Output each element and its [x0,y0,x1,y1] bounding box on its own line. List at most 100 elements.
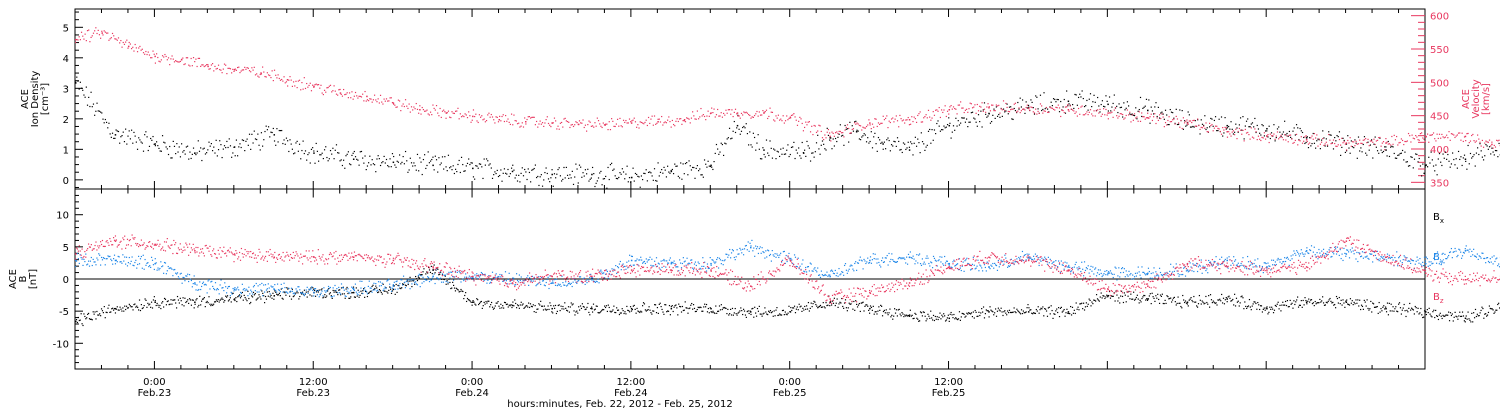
density-point [207,149,209,151]
density-point [107,127,109,129]
density-point [923,143,925,145]
Bx-point [488,300,490,302]
Bx-point [1464,321,1466,323]
By-point [125,256,128,258]
velocity-point [102,34,104,36]
velocity-point [977,110,980,112]
velocity-point [788,117,790,120]
velocity-point [971,107,974,109]
velocity-point [219,68,221,71]
velocity-point [1080,106,1082,108]
density-point [811,152,813,154]
velocity-point [432,104,434,106]
velocity-point [1021,108,1024,110]
velocity-point [1450,133,1453,135]
Bx-point [1149,293,1151,295]
Bx-point [716,312,718,314]
Bx-point [864,305,866,307]
Bx-point [472,299,474,302]
Bx-point [858,302,860,305]
density-point [271,131,273,134]
Bx-point [994,312,996,314]
Bx-point [671,305,673,307]
density-point [740,130,743,132]
density-point [223,145,226,147]
Bx-point [1269,306,1271,308]
Bx-point [1415,307,1417,309]
velocity-point [836,131,838,133]
density-point [233,146,235,148]
velocity-point [160,59,162,61]
Bx-point [364,296,366,298]
velocity-point [886,115,888,117]
density-point [427,151,429,153]
velocity-point [271,70,273,72]
density-point [1262,125,1264,127]
Bx-point [752,307,754,310]
Bx-point [617,309,620,311]
density-point [176,143,178,145]
Bx-point [1432,311,1434,313]
velocity-point [1186,119,1188,121]
Bx-point [540,300,542,302]
density-point [756,142,758,144]
Bx-point [197,306,199,308]
density-point [867,137,869,139]
velocity-point [683,119,686,121]
velocity-point [976,103,978,106]
Bx-point [341,293,344,295]
Bx-point [183,305,185,307]
velocity-point [811,125,813,127]
Bx-point [869,305,872,307]
Bx-point [581,303,583,305]
density-point [1324,145,1326,147]
density-point [778,155,781,158]
density-point [83,94,85,96]
density-point [1360,147,1362,149]
velocity-point [696,110,698,112]
velocity-point [1350,145,1352,147]
Bx-point [654,304,656,306]
velocity-point [1186,122,1189,124]
density-point [200,147,202,149]
Bx-point [1088,298,1090,300]
Bx-point [1089,299,1091,302]
velocity-point [263,71,265,73]
Bx-point [1000,307,1002,309]
velocity-point [1000,108,1002,110]
velocity-point [1278,138,1280,140]
Bx-point [1443,315,1445,318]
Bx-point [1124,294,1126,296]
Bx-point [1256,308,1258,310]
Bx-point [1426,309,1428,311]
density-point [647,171,650,174]
density-point [1375,146,1377,148]
velocity-point [677,120,679,123]
velocity-point [1094,115,1096,117]
velocity-point [784,120,787,122]
Bx-point [964,316,966,318]
density-point [462,163,464,166]
Bx-point [914,312,916,314]
velocity-point [326,87,328,89]
Bx-point [1486,314,1489,316]
density-point [332,147,334,149]
velocity-point [265,76,267,78]
velocity-point [1110,112,1112,114]
density-point [1437,158,1439,160]
velocity-point [441,110,444,112]
velocity-point [454,110,457,112]
density-point [1189,126,1192,128]
velocity-point [1001,109,1003,111]
velocity-point [474,115,476,118]
Bx-point [1081,302,1083,304]
velocity-point [457,107,459,109]
velocity-point [297,80,299,82]
Bx-point [316,289,319,292]
Bx-point [553,307,556,309]
density-point [1141,115,1143,118]
density-point [719,151,721,153]
Bx-point [1194,301,1196,303]
Bx-point [875,311,877,313]
density-point [1226,124,1228,127]
